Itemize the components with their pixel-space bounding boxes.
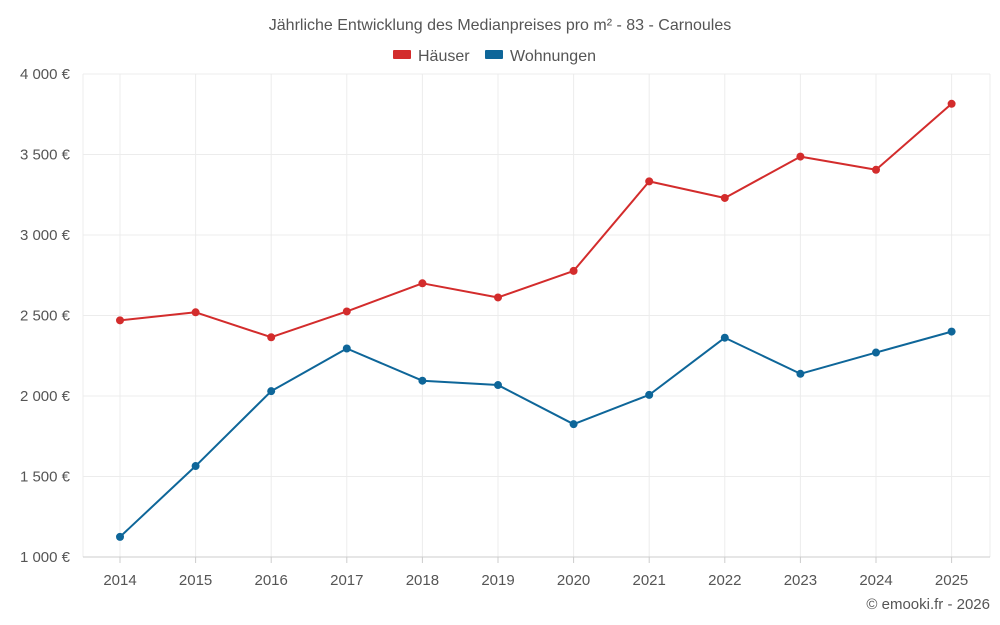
data-point-haeuser-2024[interactable] <box>872 165 880 174</box>
x-tick-label: 2019 <box>481 572 514 589</box>
data-point-haeuser-2019[interactable] <box>494 293 502 302</box>
series-line-wohnungen <box>119 330 952 538</box>
y-tick-label: 4 000 € <box>20 66 71 83</box>
data-point-haeuser-2015[interactable] <box>191 308 200 317</box>
y-tick-label: 3 500 € <box>20 147 71 164</box>
x-tick-label: 2021 <box>633 572 666 589</box>
data-point-wohnungen-2024[interactable] <box>872 348 880 357</box>
legend: Häuser Wohnungen <box>393 48 596 65</box>
x-tick-label: 2023 <box>784 572 817 589</box>
x-tick-label: 2018 <box>406 572 439 589</box>
x-tick-label: 2025 <box>935 572 968 589</box>
x-tick-label: 2016 <box>255 572 288 589</box>
data-point-wohnungen-2014[interactable] <box>116 532 124 541</box>
data-point-wohnungen-2017[interactable] <box>342 344 351 353</box>
data-point-wohnungen-2023[interactable] <box>796 369 805 378</box>
data-point-wohnungen-2019[interactable] <box>494 381 502 390</box>
legend-swatch-haeuser <box>393 50 411 59</box>
series-line-haeuser <box>119 103 953 339</box>
x-tick-label: 2022 <box>708 572 741 589</box>
x-axis: 2014 2015 2016 2017 2018 2019 2020 2021 2022 2023… <box>83 556 990 589</box>
data-point-wohnungen-2015[interactable] <box>191 462 200 471</box>
data-point-haeuser-2016[interactable] <box>267 333 276 342</box>
y-tick-label: 1 500 € <box>20 469 71 486</box>
legend-label-haeuser[interactable]: Häuser <box>418 48 470 65</box>
data-point-haeuser-2014[interactable] <box>116 316 124 325</box>
data-point-haeuser-2025[interactable] <box>947 99 956 108</box>
y-tick-label: 2 500 € <box>20 308 71 325</box>
x-tick-label: 2024 <box>859 572 892 589</box>
y-tick-label: 1 000 € <box>20 549 71 566</box>
data-point-haeuser-2017[interactable] <box>342 307 351 316</box>
x-tick-label: 2015 <box>179 572 212 589</box>
data-point-wohnungen-2020[interactable] <box>569 420 578 429</box>
data-point-haeuser-2022[interactable] <box>720 193 729 202</box>
data-point-haeuser-2020[interactable] <box>569 266 578 275</box>
data-point-wohnungen-2021[interactable] <box>645 390 654 399</box>
y-tick-label: 3 000 € <box>20 227 71 244</box>
data-point-haeuser-2023[interactable] <box>796 152 805 161</box>
series-group <box>116 99 956 541</box>
credit-text: © emooki.fr - 2026 <box>866 596 990 613</box>
data-point-wohnungen-2025[interactable] <box>947 327 956 336</box>
x-tick-label: 2014 <box>103 572 136 589</box>
data-point-wohnungen-2018[interactable] <box>418 376 427 385</box>
y-tick-label: 2 000 € <box>20 388 71 405</box>
legend-swatch-wohnungen <box>485 50 503 59</box>
data-point-wohnungen-2016[interactable] <box>267 387 276 396</box>
legend-label-wohnungen[interactable]: Wohnungen <box>510 48 596 65</box>
data-point-wohnungen-2022[interactable] <box>720 333 729 342</box>
chart-title: Jährliche Entwicklung des Medianpreises … <box>269 17 731 34</box>
grid <box>82 73 991 558</box>
data-point-haeuser-2018[interactable] <box>418 279 427 288</box>
x-tick-label: 2020 <box>557 572 590 589</box>
y-axis: 1 000 € 1 500 € 2 000 € 2 500 € 3 000 € 3 500… <box>20 66 71 566</box>
data-point-haeuser-2021[interactable] <box>645 177 654 186</box>
x-tick-label: 2017 <box>330 572 363 589</box>
